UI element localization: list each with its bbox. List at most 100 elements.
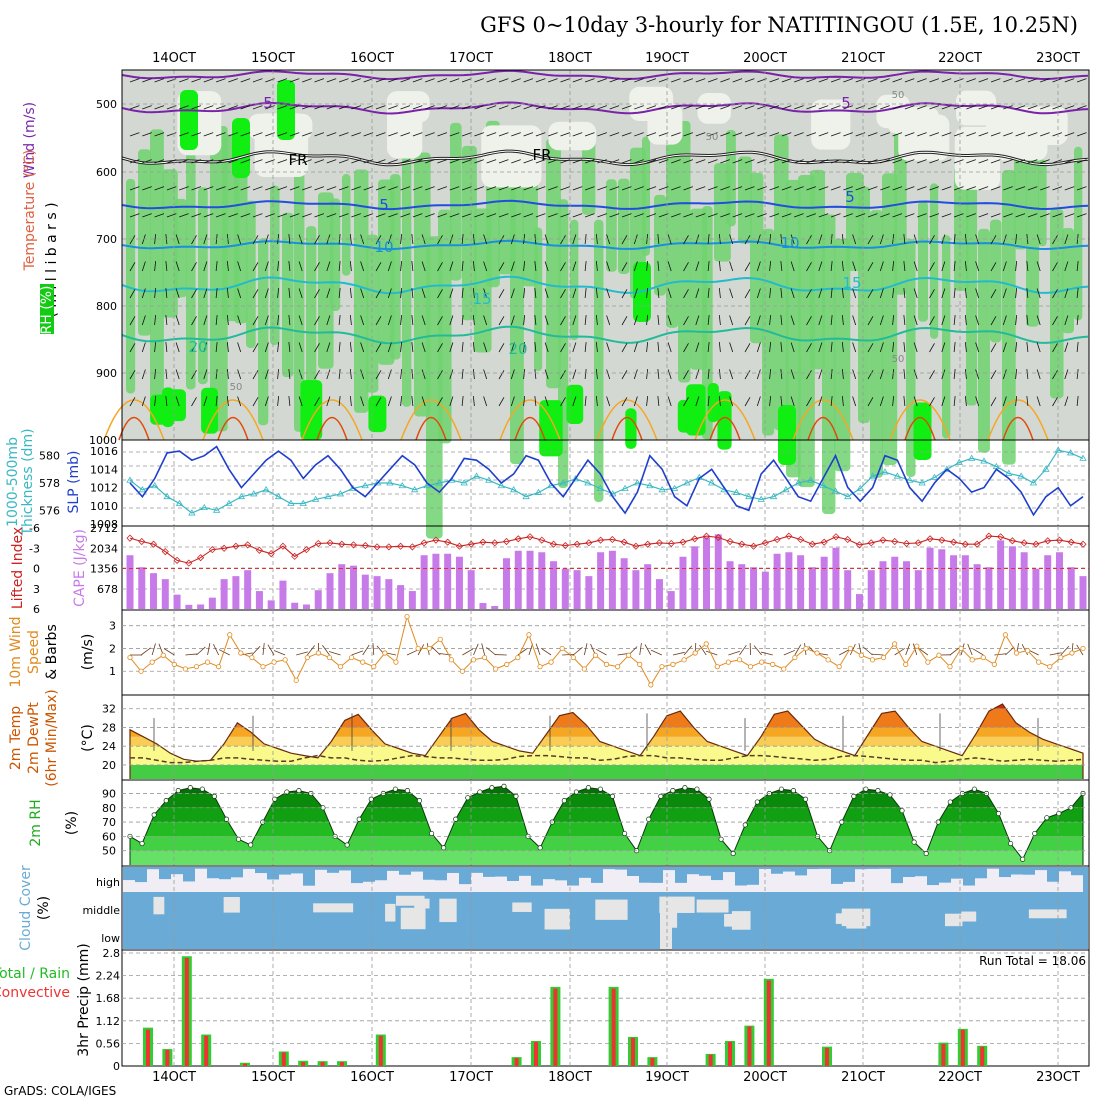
rh-streak <box>1026 150 1040 327</box>
wind-barb <box>351 132 361 137</box>
wind-barb <box>790 396 795 407</box>
cape-bar <box>185 604 193 609</box>
wind-barb <box>142 105 152 110</box>
wind-barb <box>461 213 472 218</box>
wind-barb <box>1015 234 1018 245</box>
wind-barb <box>929 213 940 218</box>
wind-barb <box>498 289 505 299</box>
wind-barb <box>449 78 460 83</box>
rh-streak <box>834 238 851 472</box>
wind-barb <box>609 132 620 137</box>
wind10-point <box>770 661 776 667</box>
wind-barb <box>744 213 755 218</box>
wind-barb <box>867 186 878 191</box>
wind-barb <box>1052 289 1058 299</box>
li-point <box>279 542 287 550</box>
cape-bar <box>208 597 216 609</box>
thickness-point <box>435 479 444 486</box>
precip-conv-bar <box>960 1029 965 1066</box>
wind-barb <box>572 213 583 218</box>
wind-barb <box>240 78 251 83</box>
wind-barb <box>953 159 964 164</box>
cape-ytick: 1356 <box>90 563 118 576</box>
wind-barb <box>129 159 140 164</box>
wind10-barb <box>562 653 575 656</box>
wind-barb <box>941 369 946 380</box>
wind-barb <box>237 342 242 353</box>
li-point <box>549 540 558 548</box>
wind-barb <box>449 213 460 218</box>
rh-moist-patch <box>707 382 719 423</box>
wind-barb <box>990 397 997 407</box>
wind-barb <box>892 213 903 218</box>
wind-barb <box>780 288 783 299</box>
precip-ytick: 0 <box>113 1060 120 1073</box>
wind-barb <box>683 343 689 353</box>
wind10-point <box>925 659 931 665</box>
cloud-high-gap <box>1047 881 1059 892</box>
wind-barb <box>326 78 337 83</box>
wind-barb <box>646 342 649 353</box>
contour-temp-25 <box>596 399 658 441</box>
bottom-date-label: 17OCT <box>449 1070 493 1085</box>
wind-barb <box>695 105 706 110</box>
cloud-high-gap <box>171 874 183 892</box>
wind-barb <box>1015 396 1018 407</box>
cape-bar <box>502 558 510 609</box>
wind-barb <box>228 159 238 164</box>
wind-barb <box>1064 396 1069 407</box>
wind-barb <box>421 369 426 380</box>
wind-barb <box>1036 288 1041 299</box>
thickness-point <box>324 492 332 500</box>
wind10-barb <box>486 647 496 656</box>
cloud-high-gap <box>207 878 219 892</box>
wind-barb <box>572 159 583 164</box>
wind10-point <box>814 650 820 656</box>
wind-barb <box>191 235 197 245</box>
wind-barb <box>892 78 903 83</box>
wind10-barb <box>417 644 425 656</box>
wind10-point <box>659 664 665 670</box>
wind-barb <box>129 186 140 191</box>
top-date-label: 21OCT <box>841 51 885 66</box>
precip-ytick: 1.12 <box>96 1015 121 1028</box>
wind-barb <box>449 186 460 191</box>
wind10-point <box>315 650 321 656</box>
wind-barb <box>769 186 780 191</box>
wind-barb <box>978 186 989 191</box>
thickness-label: Thickness (dm) <box>20 428 36 536</box>
wind-barb <box>671 105 681 110</box>
cape-bar <box>338 564 346 609</box>
thickness-point <box>794 479 803 486</box>
li-point <box>126 534 134 542</box>
wind-barb <box>1015 78 1026 83</box>
wind-barb <box>474 159 484 164</box>
thickness-point <box>522 492 530 500</box>
wind-barb <box>215 105 226 110</box>
wind-barb <box>237 261 242 272</box>
thickness-point <box>633 479 642 486</box>
cape-bar <box>914 570 922 609</box>
rh-point <box>441 845 447 851</box>
wind-barb <box>695 315 700 326</box>
cape-bar <box>538 552 546 609</box>
cape-bar <box>1008 546 1016 609</box>
wind-barb <box>411 315 414 326</box>
cape-bar <box>1044 555 1052 609</box>
wind-barb <box>572 234 577 245</box>
wind-barb <box>595 234 598 245</box>
wind-barb <box>142 186 152 191</box>
thickness-point <box>918 479 926 486</box>
wind10-barb <box>196 646 206 656</box>
cape-bar <box>714 534 722 609</box>
wind-barb <box>277 78 288 83</box>
rh-moist-patch <box>913 402 932 460</box>
wind-barb <box>683 213 694 218</box>
wind-barb <box>298 261 303 272</box>
cape-bar <box>279 580 287 609</box>
wind-barb <box>769 234 772 245</box>
rh-point <box>947 799 953 805</box>
wind-barb <box>720 213 730 218</box>
wind-barb <box>560 397 566 407</box>
